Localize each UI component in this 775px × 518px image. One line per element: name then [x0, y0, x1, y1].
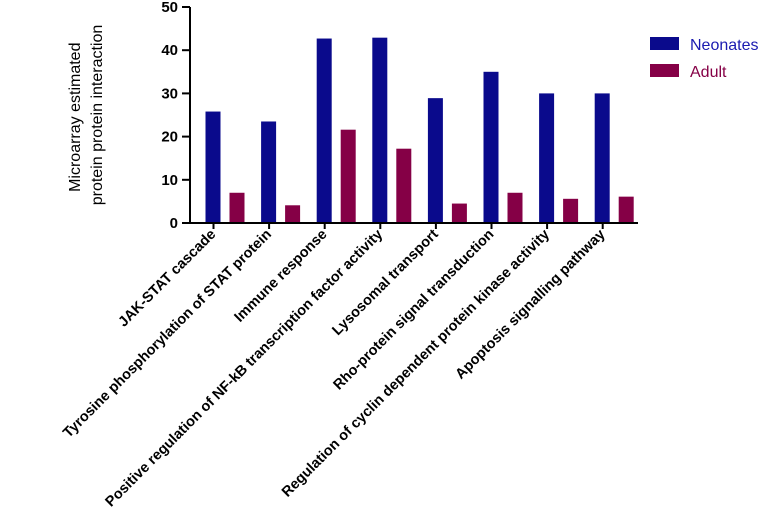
bar-neonates-5: [483, 71, 499, 223]
legend-swatch-neonates: [650, 37, 679, 50]
bar-neonates-4: [427, 98, 443, 223]
bar-neonates-3: [372, 37, 388, 224]
bar-neonates-6: [539, 93, 555, 224]
legend-label-neonates: Neonates: [690, 37, 759, 54]
bar-adult-4: [451, 203, 467, 223]
x-tick-label: Regulation of cyclin dependent protein k…: [279, 227, 553, 501]
y-tick-label: 50: [161, 0, 178, 16]
bars-layer: [205, 37, 634, 224]
y-ticks-layer: 0 10 20 30 40 50: [161, 0, 190, 232]
legend-label-adult: Adult: [690, 64, 727, 81]
x-tick-label: JAK-STAT cascade: [116, 227, 220, 331]
x-tick-label: Immune response: [231, 227, 330, 326]
x-tick-label: Tyrosine phosphorylation of STAT protein: [60, 227, 275, 442]
bar-neonates-7: [594, 93, 610, 224]
y-tick-label: 30: [161, 85, 178, 102]
bar-adult-3: [396, 148, 412, 223]
y-tick-label: 0: [170, 215, 178, 232]
legend-swatch-adult: [650, 64, 679, 77]
x-tick-label: Lysosomal transport: [329, 226, 441, 338]
bar-neonates-0: [205, 111, 221, 223]
bar-adult-2: [340, 129, 356, 223]
bar-neonates-1: [261, 121, 277, 223]
bar-adult-1: [285, 205, 301, 223]
legend: Neonates Adult: [650, 37, 759, 81]
bar-adult-0: [229, 192, 245, 223]
y-tick-label: 40: [161, 42, 178, 59]
bar-adult-7: [618, 196, 634, 223]
bar-adult-6: [563, 198, 579, 223]
y-axis-label: Microarray estimated protein protein int…: [67, 25, 106, 206]
y-tick-label: 20: [161, 129, 178, 146]
bar-neonates-2: [316, 38, 332, 224]
y-axis-label-line-1: Microarray estimated: [67, 43, 84, 192]
y-axis-label-line-2: protein protein interaction: [89, 25, 106, 206]
y-tick-label: 10: [161, 172, 178, 189]
bar-adult-5: [507, 192, 523, 223]
